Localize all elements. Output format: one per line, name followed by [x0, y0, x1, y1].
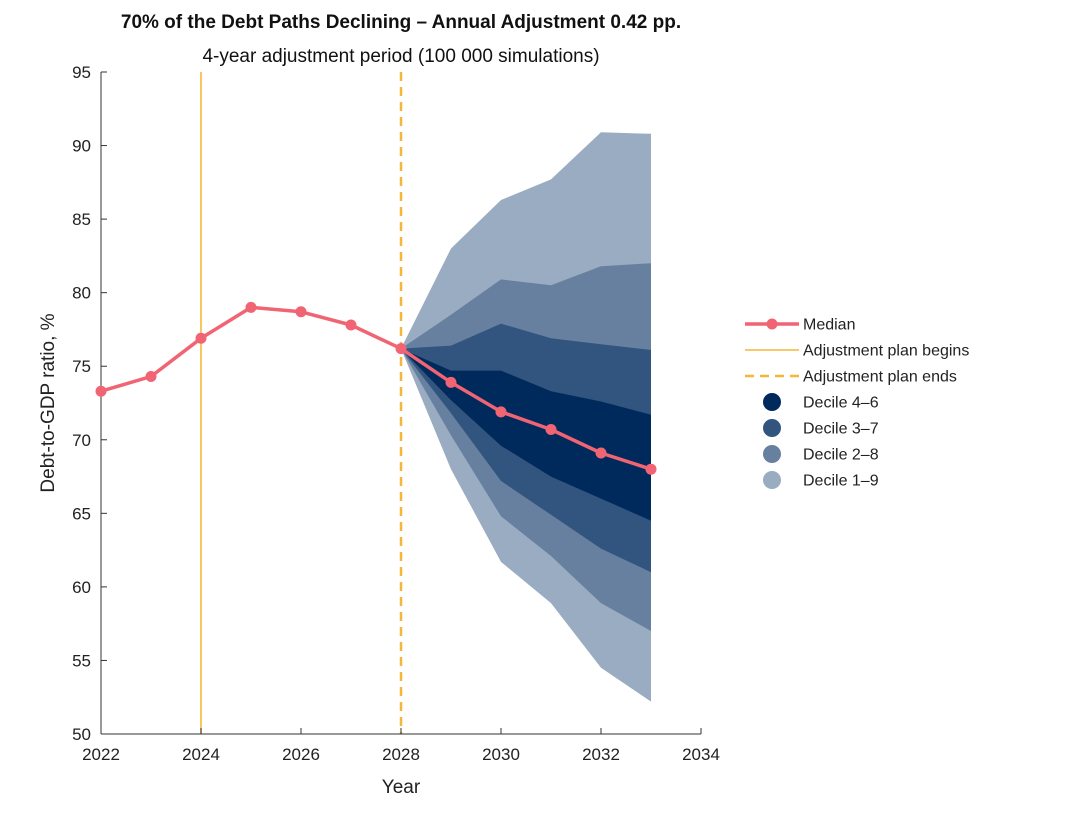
y-tick-label: 65	[72, 504, 91, 523]
y-tick-label: 50	[72, 725, 91, 744]
x-tick-label: 2030	[482, 745, 520, 764]
median-point	[645, 463, 657, 475]
legend-label: Decile 3–7	[803, 421, 879, 438]
median-point	[145, 371, 157, 383]
x-tick-label: 2028	[382, 745, 420, 764]
legend-label: Adjustment plan begins	[803, 343, 969, 360]
y-tick-label: 85	[72, 210, 91, 229]
legend-decile-swatch	[763, 393, 781, 411]
x-axis-label: Year	[382, 777, 421, 798]
median-line	[100, 305, 652, 471]
y-axis-label: Debt-to-GDP ratio, %	[38, 313, 59, 492]
legend-label: Decile 1–9	[803, 473, 879, 490]
median-point	[95, 385, 107, 397]
x-tick-label: 2026	[282, 745, 320, 764]
x-tick-label: 2032	[582, 745, 620, 764]
y-tick-label: 80	[72, 284, 91, 303]
legend-decile-swatch	[763, 419, 781, 437]
median-point	[445, 376, 457, 388]
median-point	[545, 423, 557, 435]
x-tick-label: 2034	[682, 745, 720, 764]
legend-decile-swatch	[763, 471, 781, 489]
y-tick-label: 75	[72, 357, 91, 376]
chart-title: 70% of the Debt Paths Declining – Annual…	[121, 12, 681, 33]
median-point	[595, 447, 607, 459]
median-point	[495, 406, 507, 418]
median-point	[395, 343, 407, 355]
axes: 50 55 60 65 70 75 80 85 90 95 2022 2024 2026 2028 2030…	[72, 63, 720, 764]
median-point	[295, 306, 307, 318]
y-tick-label: 55	[72, 651, 91, 670]
y-tick-label: 70	[72, 431, 91, 450]
legend-median-marker	[766, 318, 778, 330]
legend-label: Decile 4–6	[803, 395, 879, 412]
x-tick-label: 2022	[82, 745, 120, 764]
y-tick-label: 60	[72, 578, 91, 597]
legend-label: Decile 2–8	[803, 447, 879, 464]
legend-decile-swatch	[763, 445, 781, 463]
median-point	[345, 319, 357, 331]
legend-label: Adjustment plan ends	[803, 369, 957, 386]
decile-bands	[401, 132, 651, 702]
median-series	[95, 301, 657, 475]
y-tick-label: 95	[72, 63, 91, 82]
adjustment-lines	[200, 72, 403, 734]
x-tick-label: 2024	[182, 745, 220, 764]
median-point	[245, 301, 257, 313]
legend-label: Median	[803, 317, 855, 334]
legend: Median Adjustment plan begins Adjustment p…	[745, 317, 969, 490]
y-tick-label: 90	[72, 137, 91, 156]
chart-subtitle: 4-year adjustment period (100 000 simula…	[202, 46, 599, 67]
median-point	[195, 332, 207, 344]
